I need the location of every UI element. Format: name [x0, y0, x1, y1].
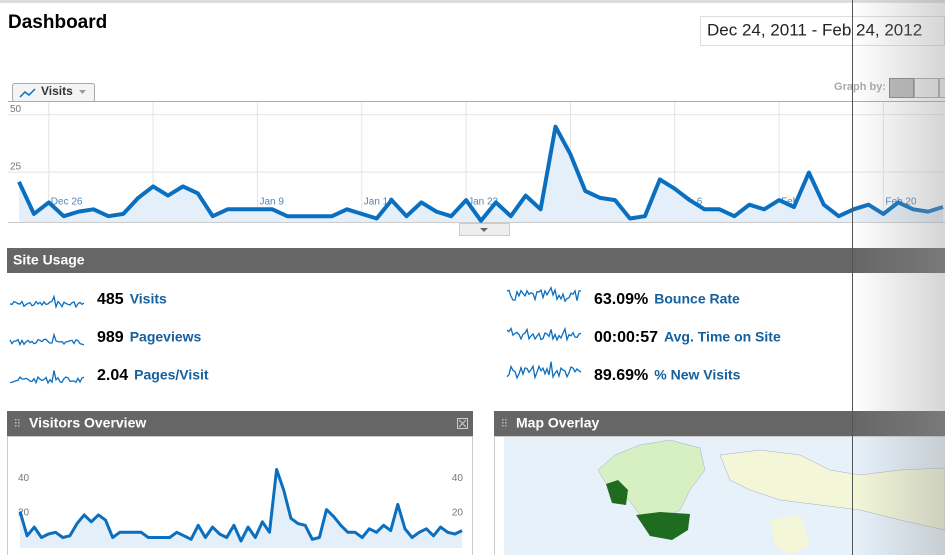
- grip-dot: [502, 425, 504, 427]
- panel-header: [7, 411, 473, 436]
- grip-dot: [15, 419, 17, 421]
- close-icon: [458, 419, 467, 428]
- alaska: [606, 480, 628, 505]
- sparkline: [9, 294, 85, 310]
- metric-link[interactable]: Pages/Visit: [134, 367, 209, 383]
- area: [19, 126, 943, 222]
- y-tick-label: 40: [18, 473, 30, 484]
- tab-arrow: [79, 90, 86, 94]
- eurasia: [719, 449, 945, 531]
- grip-dot: [18, 419, 20, 421]
- metric-tab-label[interactable]: Visits: [41, 84, 73, 98]
- world-map: [504, 437, 945, 555]
- grip-dot: [15, 425, 17, 427]
- y-tick-label: 20: [18, 508, 30, 519]
- section-header: [7, 248, 945, 273]
- y-tick-label: 25: [10, 162, 22, 173]
- page-title: Dashboard: [8, 12, 107, 33]
- panel-header: [494, 411, 945, 436]
- panel-title: Map Overlay: [516, 415, 599, 431]
- metric-link[interactable]: Avg. Time on Site: [664, 329, 781, 345]
- usa: [636, 512, 690, 540]
- line: [18, 468, 463, 543]
- metric-value: 00:00:57: [594, 329, 658, 346]
- grip-dot: [502, 422, 504, 424]
- grip-dot: [505, 425, 507, 427]
- metric-value: 989: [97, 329, 124, 346]
- x-tick-label: Jan 16: [364, 197, 394, 208]
- grip-dot: [505, 422, 507, 424]
- metric-link[interactable]: Visits: [130, 291, 167, 307]
- x-tick-label: Jan 9: [259, 197, 284, 208]
- graph-by-buttons: [889, 78, 945, 98]
- tab-icon: [19, 88, 36, 98]
- line: [17, 124, 944, 223]
- date-range-box[interactable]: [700, 16, 945, 46]
- day-button[interactable]: [889, 78, 914, 98]
- grip-dot: [502, 419, 504, 421]
- graph-by-label: Graph by:: [834, 81, 886, 93]
- sparkline: [9, 332, 85, 347]
- collapse-arrow: [480, 228, 488, 232]
- metric-link[interactable]: % New Visits: [654, 367, 740, 383]
- grip-dot: [18, 425, 20, 427]
- sparkline: [506, 326, 582, 343]
- area: [20, 469, 462, 548]
- grip-dot: [505, 419, 507, 421]
- section-title: Site Usage: [13, 252, 85, 268]
- close-button[interactable]: [457, 418, 468, 429]
- top-bar: [0, 0, 945, 3]
- y2-tick-label: 20: [452, 508, 464, 519]
- metric-value: 89.69%: [594, 367, 648, 384]
- metric-link[interactable]: Pageviews: [130, 329, 202, 345]
- metric-value: 485: [97, 291, 124, 308]
- x-tick-label: Jan 23: [468, 197, 498, 208]
- y-tick-label: 50: [10, 104, 22, 115]
- date-range[interactable]: Dec 24, 2011 - Feb 24, 2012: [707, 20, 922, 39]
- metric-link[interactable]: Bounce Rate: [654, 291, 740, 307]
- africa: [770, 515, 810, 555]
- metric-value: 63.09%: [594, 291, 648, 308]
- sparkline: [506, 285, 582, 303]
- month-button[interactable]: [939, 78, 945, 98]
- week-button[interactable]: [914, 78, 939, 98]
- x-tick-label: Dec 26: [51, 197, 83, 208]
- panel-title: Visitors Overview: [29, 415, 146, 431]
- grip-dot: [15, 422, 17, 424]
- sparkline: [9, 370, 85, 385]
- grip-dot: [18, 422, 20, 424]
- y2-tick-label: 40: [452, 473, 464, 484]
- sparkline: [506, 361, 582, 380]
- metric-value: 2.04: [97, 367, 128, 384]
